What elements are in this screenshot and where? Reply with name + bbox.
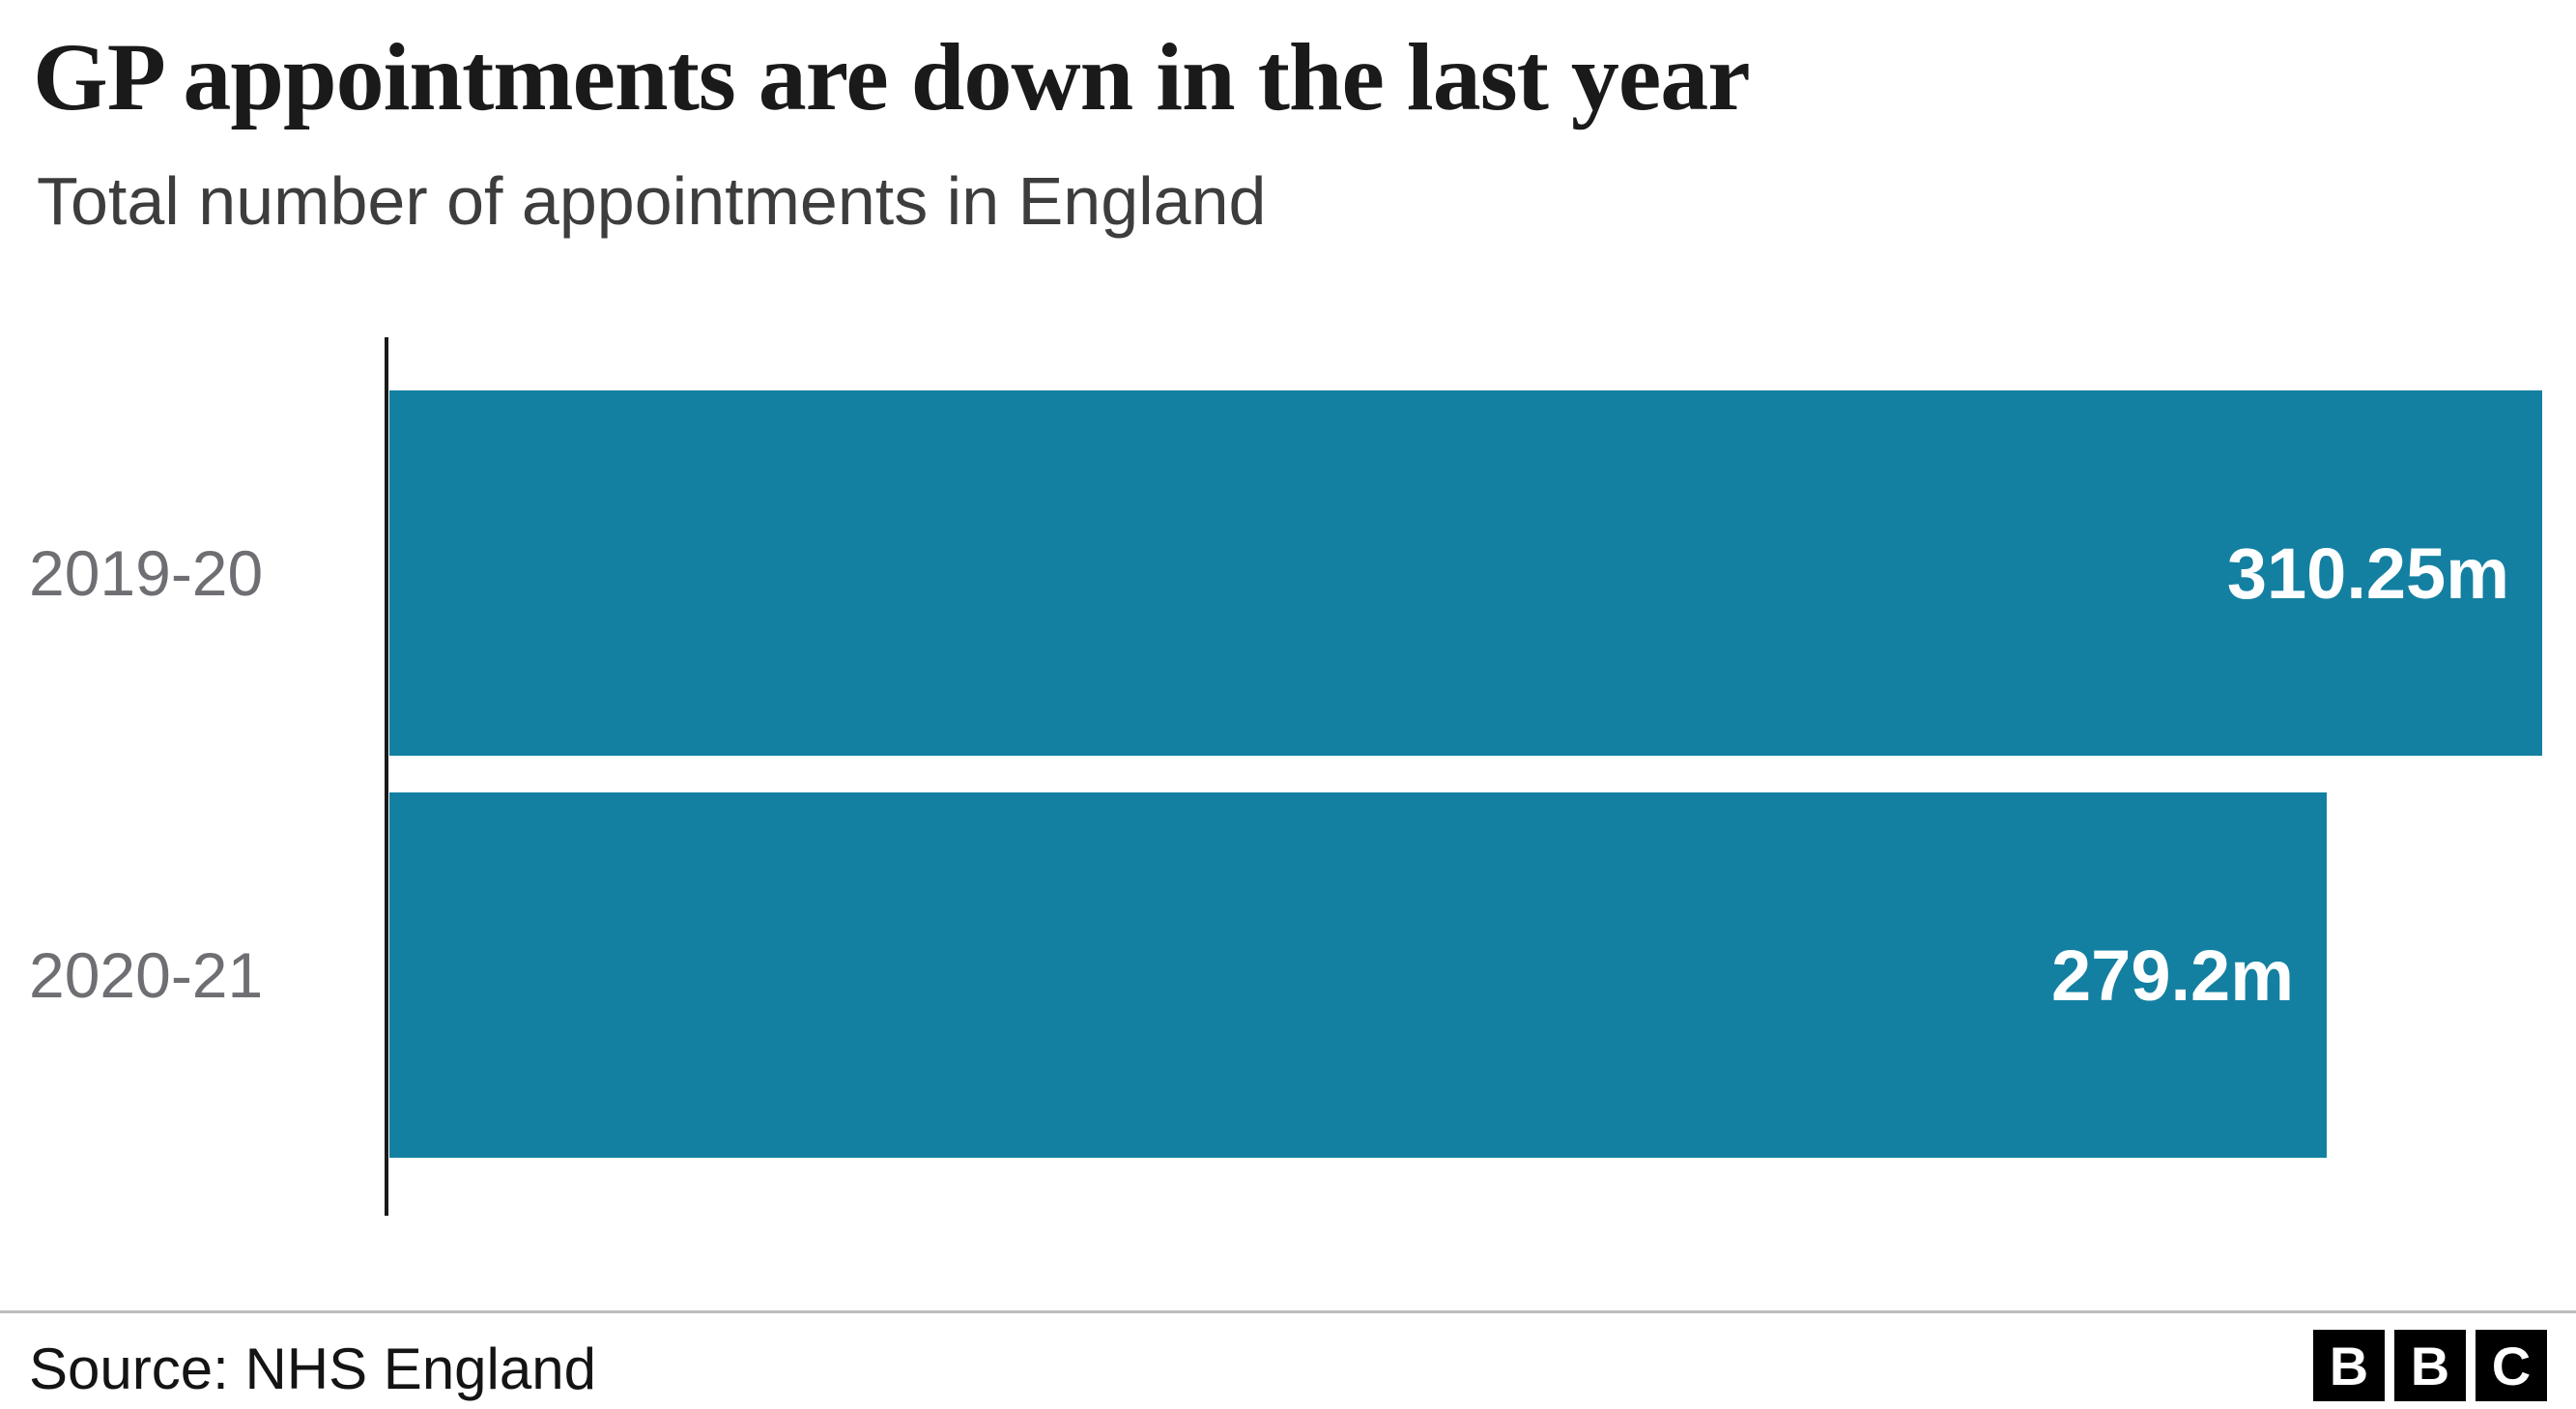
footer-divider — [0, 1310, 2576, 1313]
y-axis-line — [385, 337, 388, 1216]
chart-subtitle: Total number of appointments in England — [37, 163, 1267, 239]
bbc-logo: B B C — [2313, 1330, 2547, 1401]
source-attribution: Source: NHS England — [29, 1337, 596, 1401]
bar-track: 279.2m — [389, 792, 2542, 1158]
bar-value-label-2020-21: 279.2m — [2051, 935, 2295, 1016]
bar-2019-20: 310.25m — [389, 390, 2542, 756]
category-label-2019-20: 2019-20 — [29, 537, 264, 609]
bar-2020-21: 279.2m — [389, 792, 2328, 1158]
bar-track: 310.25m — [389, 390, 2542, 756]
bbc-logo-block-b2: B — [2394, 1330, 2466, 1401]
chart-title: GP appointments are down in the last yea… — [33, 23, 1751, 130]
category-label-2020-21: 2020-21 — [29, 939, 264, 1011]
bbc-logo-block-b1: B — [2313, 1330, 2385, 1401]
bar-value-label-2019-20: 310.25m — [2226, 532, 2509, 614]
bar-row-2019-20: 2019-20 310.25m — [29, 390, 2542, 756]
bbc-logo-block-c: C — [2476, 1330, 2547, 1401]
bar-row-2020-21: 2020-21 279.2m — [29, 792, 2542, 1158]
